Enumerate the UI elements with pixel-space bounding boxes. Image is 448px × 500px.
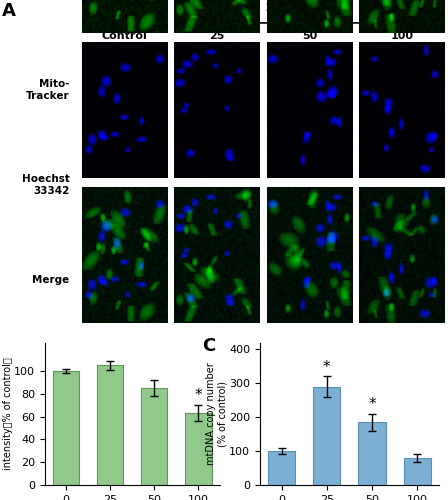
Text: ZnO NPs (μM): ZnO NPs (μM) bbox=[266, 3, 353, 13]
Text: Merge: Merge bbox=[32, 275, 69, 285]
Text: 50: 50 bbox=[302, 31, 317, 41]
Y-axis label: mtDNA copy number
(% of control): mtDNA copy number (% of control) bbox=[206, 362, 228, 465]
Y-axis label: Mito-Tracker fluorescence
intensity（% of control）: Mito-Tracker fluorescence intensity（% of… bbox=[0, 352, 13, 476]
Text: 100: 100 bbox=[390, 31, 414, 41]
Bar bbox=[404, 458, 431, 485]
Text: *: * bbox=[194, 388, 202, 403]
Text: *: * bbox=[368, 397, 376, 412]
Bar bbox=[141, 388, 168, 485]
Bar bbox=[313, 386, 340, 485]
Text: Mito-
Tracker: Mito- Tracker bbox=[26, 80, 69, 101]
Text: C: C bbox=[202, 337, 216, 355]
Bar bbox=[185, 413, 211, 485]
Bar bbox=[268, 451, 295, 485]
Text: A: A bbox=[2, 2, 16, 20]
Text: *: * bbox=[323, 360, 331, 374]
Text: Hoechst
33342: Hoechst 33342 bbox=[22, 174, 69, 196]
Bar bbox=[97, 366, 123, 485]
Text: Control: Control bbox=[102, 31, 147, 41]
Bar bbox=[358, 422, 386, 485]
Bar bbox=[53, 371, 79, 485]
Text: 25: 25 bbox=[209, 31, 225, 41]
